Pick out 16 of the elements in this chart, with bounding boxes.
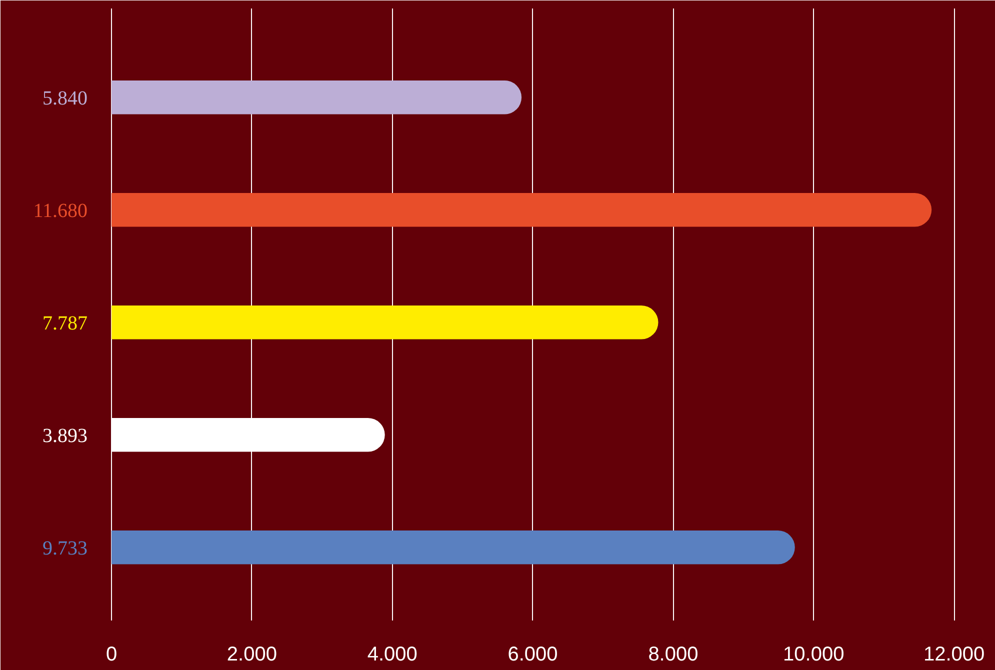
x-tick-label: 8.000	[648, 644, 698, 666]
data-label: 3.893	[42, 424, 88, 447]
x-tick-label: 0	[106, 644, 118, 666]
x-tick-label: 2.000	[226, 644, 277, 666]
data-label: 9.733	[42, 537, 88, 560]
data-label: 5.840	[42, 87, 88, 110]
x-tick-label: 12.000	[923, 644, 985, 666]
bar	[112, 530, 795, 564]
x-tick-label: 4.000	[367, 644, 418, 666]
bar	[112, 80, 522, 114]
data-label: 11.680	[33, 200, 88, 222]
x-tick-label: 10.000	[783, 644, 844, 666]
x-tick-label: 6.000	[508, 644, 558, 666]
data-label: 7.787	[42, 312, 88, 334]
bar	[112, 306, 658, 340]
bar	[112, 193, 932, 227]
